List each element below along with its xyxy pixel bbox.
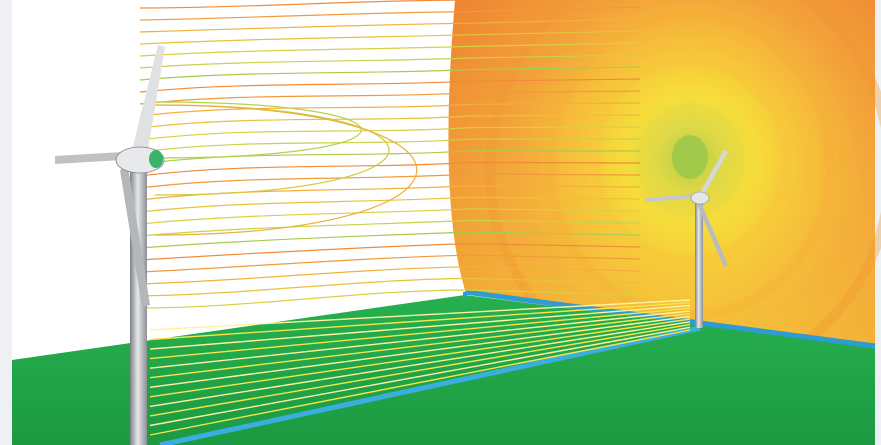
- contour-line: [139, 18, 641, 33]
- near-turbine: [55, 45, 165, 445]
- contour-line: [139, 231, 641, 249]
- contour-line: [139, 102, 641, 117]
- ground-streamline: [149, 302, 691, 341]
- contour-line: [139, 254, 641, 273]
- ground-streamline: [149, 326, 691, 427]
- ground-streamline: [149, 323, 691, 417]
- near-hub-highlight: [149, 150, 163, 168]
- contour-line: [139, 90, 641, 105]
- ground-streamline: [149, 304, 691, 350]
- contour-line: [139, 114, 641, 129]
- ground-streamline: [149, 315, 691, 388]
- wake-loop-contour: [154, 101, 362, 159]
- contour-line: [139, 242, 641, 261]
- near-blade-left: [55, 152, 122, 164]
- ground-streamline: [149, 318, 691, 398]
- streamline-contours: [139, 0, 691, 436]
- contour-line: [139, 150, 641, 165]
- ground-streamline: [149, 307, 691, 360]
- contour-line: [139, 161, 641, 177]
- ground-streamline: [149, 321, 691, 408]
- contour-line: [139, 78, 641, 93]
- contour-line: [139, 66, 641, 81]
- ground-streamline: [149, 312, 691, 379]
- far-blade-left: [645, 194, 694, 202]
- wake-core: [672, 135, 708, 179]
- far-blade-up: [698, 150, 728, 198]
- contour-line: [139, 266, 641, 285]
- ground-streamline: [149, 329, 691, 436]
- contour-line: [139, 30, 641, 45]
- contour-line: [139, 0, 491, 9]
- contour-line: [139, 126, 641, 141]
- contour-line: [139, 196, 641, 213]
- contour-line: [139, 208, 641, 225]
- contour-line: [139, 219, 641, 237]
- ground-streamline: [149, 299, 691, 331]
- ground-streamline: [149, 310, 691, 369]
- contour-line: [139, 173, 641, 189]
- boundary-stripe-front: [159, 325, 701, 445]
- wake-contour-bands: [485, 0, 881, 345]
- contour-line: [139, 42, 641, 57]
- far-blade-down: [696, 200, 728, 267]
- contour-line: [139, 54, 641, 69]
- far-tower: [695, 200, 703, 328]
- contour-line: [139, 277, 641, 297]
- near-blade-down: [120, 166, 150, 307]
- contour-line: [139, 138, 641, 153]
- wake-loop-contour: [154, 104, 418, 236]
- far-turbine: [645, 150, 728, 328]
- near-blade-up: [130, 45, 165, 162]
- far-nacelle: [690, 191, 710, 205]
- contour-line: [139, 289, 641, 309]
- contour-line: [139, 184, 641, 201]
- contour-line: [139, 6, 641, 21]
